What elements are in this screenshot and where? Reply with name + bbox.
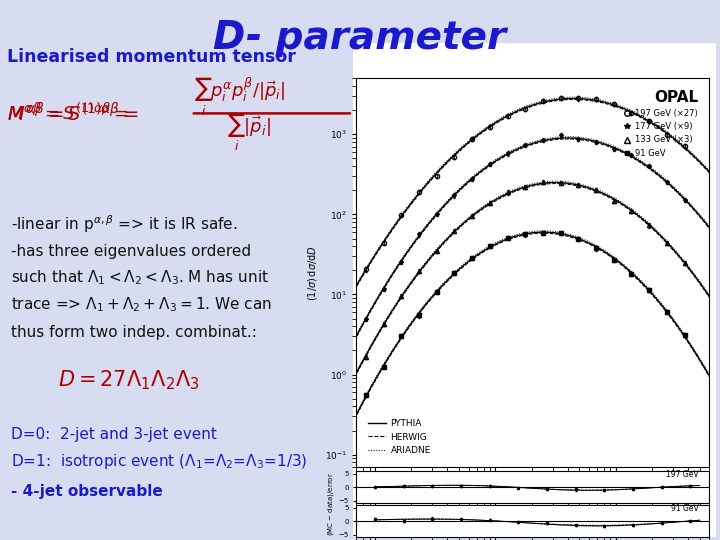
Text: -has three eigenvalues ordered: -has three eigenvalues ordered	[11, 244, 251, 259]
Text: (MC $-$ data)/error: (MC $-$ data)/error	[326, 472, 336, 536]
Text: Linearised momentum tensor: Linearised momentum tensor	[7, 48, 296, 66]
Text: D- parameter: D- parameter	[213, 19, 507, 57]
Text: $M^{\alpha\beta}= S^{(1)\alpha\beta}=$: $M^{\alpha\beta}= S^{(1)\alpha\beta}=$	[7, 102, 139, 125]
Text: D=0:  2-jet and 3-jet event: D=0: 2-jet and 3-jet event	[11, 427, 217, 442]
Text: 91 GeV: 91 GeV	[671, 504, 698, 513]
Text: D=1:  isotropic event ($\Lambda_1$=$\Lambda_2$=$\Lambda_3$=1/3): D=1: isotropic event ($\Lambda_1$=$\Lamb…	[11, 452, 307, 471]
Text: trace => $\Lambda_1 + \Lambda_2 + \Lambda_3 = 1$. We can: trace => $\Lambda_1 + \Lambda_2 + \Lambd…	[11, 296, 272, 314]
Text: $M^{\alpha\beta}= S^{(1)\alpha\beta}=$: $M^{\alpha\beta}= S^{(1)\alpha\beta}=$	[7, 103, 129, 124]
Text: such that $\Lambda_1 < \Lambda_2 < \Lambda_3$. M has unit: such that $\Lambda_1 < \Lambda_2 < \Lamb…	[11, 269, 269, 287]
Text: $D = 27\Lambda_1\Lambda_2\Lambda_3$: $D = 27\Lambda_1\Lambda_2\Lambda_3$	[58, 369, 199, 393]
Y-axis label: $(1/\sigma)\,\mathrm{d}\sigma/\mathrm{d}D$: $(1/\sigma)\,\mathrm{d}\sigma/\mathrm{d}…	[307, 245, 320, 301]
Text: thus form two indep. combinat.:: thus form two indep. combinat.:	[11, 325, 256, 340]
Text: 197 GeV: 197 GeV	[666, 470, 698, 479]
Legend: PYTHIA, HERWIG, ARIADNE: PYTHIA, HERWIG, ARIADNE	[364, 415, 435, 458]
Text: $\sum_i |\vec{p}_i|$: $\sum_i |\vec{p}_i|$	[227, 112, 271, 153]
Text: -linear in p$^{\alpha,\beta}$ => it is IR safe.: -linear in p$^{\alpha,\beta}$ => it is I…	[11, 213, 237, 235]
Text: OPAL: OPAL	[654, 90, 698, 105]
Text: $\sum_i p_i^{\alpha} p_i^{\beta}/|\vec{p}_i|$: $\sum_i p_i^{\alpha} p_i^{\beta}/|\vec{p…	[194, 76, 286, 118]
Bar	[353, 43, 716, 537]
Text: - 4-jet observable: - 4-jet observable	[11, 484, 163, 499]
